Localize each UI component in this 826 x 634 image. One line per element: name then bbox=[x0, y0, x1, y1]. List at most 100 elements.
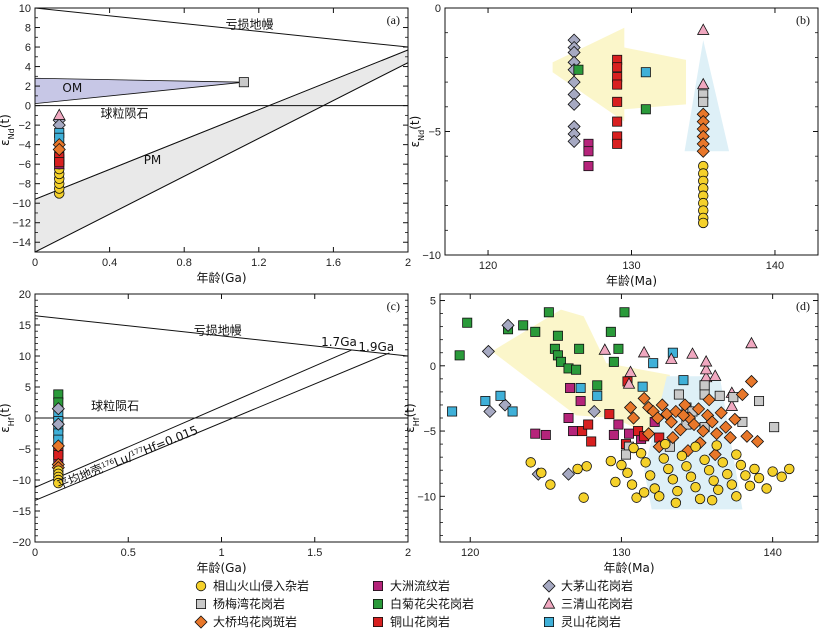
data-point-sanqingshan bbox=[686, 347, 699, 359]
y-tick-label: −2 bbox=[18, 120, 31, 132]
legend-marker-dazhou bbox=[372, 581, 383, 592]
data-point-baiju bbox=[573, 64, 584, 75]
y-tick-label: 0 bbox=[435, 3, 441, 15]
y-tick-label: −5 bbox=[18, 444, 31, 456]
data-point-lingshan bbox=[507, 406, 518, 417]
data-point-xiangshan bbox=[667, 474, 679, 485]
y-tick-label: 20 bbox=[19, 289, 31, 301]
data-point-xiangshan bbox=[663, 463, 674, 475]
data-point-xiangshan bbox=[698, 217, 709, 229]
data-point-daqiaowu bbox=[696, 144, 710, 158]
data-point-baiju bbox=[640, 104, 651, 115]
data-point-baiju bbox=[613, 343, 624, 354]
data-point-sanqingshan bbox=[708, 369, 722, 381]
data-point-daqiaowu bbox=[637, 391, 651, 405]
data-point-lingshan bbox=[480, 396, 491, 407]
y-tick-label: 0 bbox=[25, 101, 31, 113]
data-point-xiangshan bbox=[694, 493, 706, 505]
data-point-daqiaowu bbox=[651, 411, 665, 425]
data-point-xiangshan bbox=[631, 492, 642, 503]
y-axis-label-sub: Hf bbox=[412, 417, 421, 426]
data-point-lingshan bbox=[592, 390, 603, 401]
data-point-damaoshan bbox=[481, 344, 495, 358]
data-point-daqiaowu bbox=[714, 406, 728, 420]
y-axis-label-tail: (t) bbox=[408, 116, 422, 130]
data-point-xiangshan bbox=[776, 471, 787, 482]
data-point-xiangshan bbox=[660, 438, 671, 450]
data-point-daqiaowu bbox=[723, 431, 737, 445]
evolution-line-crust_1_9 bbox=[35, 352, 390, 501]
y-tick-label: 5 bbox=[25, 382, 31, 394]
data-point-sanqingshan bbox=[699, 355, 713, 367]
data-point-xiangshan bbox=[708, 475, 719, 486]
data-point-baiju bbox=[555, 356, 566, 367]
data-point-baiju bbox=[608, 356, 619, 367]
data-point-daqiaowu bbox=[666, 431, 680, 445]
y-tick-label: −5 bbox=[423, 426, 436, 438]
annotation-text: OM bbox=[62, 81, 82, 95]
legend-marker-xiangshan bbox=[195, 580, 207, 592]
legend-label: 大洲流纹岩 bbox=[390, 578, 450, 593]
data-point-daqiaowu bbox=[728, 412, 742, 426]
data-point-xiangshan bbox=[578, 492, 589, 503]
data-point-xiangshan bbox=[670, 497, 682, 509]
annotation-text: 1.9Ga bbox=[358, 340, 394, 354]
x-axis-label: 年龄(Ga) bbox=[196, 561, 246, 575]
annotation-text: 球粒陨石 bbox=[101, 105, 149, 120]
data-point-damaoshan bbox=[483, 404, 497, 419]
data-point-xiangshan bbox=[626, 479, 638, 490]
data-point-dazhou bbox=[563, 412, 574, 423]
data-point-tongshan bbox=[604, 409, 615, 420]
y-axis-label: εNd(t) bbox=[408, 116, 426, 148]
data-point-lingshan bbox=[575, 382, 586, 393]
data-point-xiangshan bbox=[545, 479, 556, 490]
legend-label: 铜山花岗岩 bbox=[390, 614, 450, 629]
data-point-yangmeiwan bbox=[699, 380, 710, 391]
data-point-xiangshan bbox=[681, 461, 692, 472]
data-point-baiju bbox=[543, 307, 554, 318]
data-point-xiangshan bbox=[711, 440, 722, 451]
data-point-yangmeiwan bbox=[728, 392, 739, 403]
data-point-xiangshan bbox=[749, 463, 760, 475]
legend-label: 大茅山花岗岩 bbox=[561, 578, 633, 593]
y-tick-label: −8 bbox=[18, 179, 31, 191]
data-point-lingshan bbox=[678, 375, 689, 386]
y-tick-label: 6 bbox=[25, 42, 31, 54]
legend-marker-lingshan bbox=[544, 617, 555, 628]
data-point-xiangshan bbox=[610, 476, 621, 488]
legend-label: 白菊花尖花岗岩 bbox=[390, 596, 474, 611]
data-point-xiangshan bbox=[690, 481, 701, 493]
data-point-baiju bbox=[552, 330, 563, 341]
panel-label: (c) bbox=[387, 299, 400, 313]
data-point-xiangshan bbox=[740, 470, 751, 481]
data-point-daqiaowu bbox=[740, 429, 754, 443]
data-point-xiangshan bbox=[658, 453, 669, 464]
legend-label: 相山火山侵入杂岩 bbox=[213, 578, 309, 593]
data-point-dazhou bbox=[608, 429, 619, 440]
data-point-daqiaowu bbox=[626, 411, 641, 425]
data-point-xiangshan bbox=[525, 457, 536, 468]
data-point-baiju bbox=[454, 350, 465, 361]
data-point-xiangshan bbox=[753, 472, 765, 484]
data-point-sanqingshan bbox=[624, 365, 637, 377]
x-tick-label: 140 bbox=[766, 260, 784, 272]
y-tick-label: 10 bbox=[19, 3, 31, 15]
y-axis-label-main: ε bbox=[0, 426, 12, 433]
data-point-daqiaowu bbox=[655, 398, 669, 412]
y-tick-label: 4 bbox=[25, 62, 31, 74]
data-point-xiangshan bbox=[685, 471, 697, 482]
data-point-xiangshan bbox=[581, 461, 592, 472]
data-point-xiangshan bbox=[706, 495, 718, 506]
data-point-damaoshan bbox=[51, 402, 65, 416]
x-tick-label: 0.4 bbox=[102, 257, 117, 269]
plot-area bbox=[552, 23, 730, 229]
x-tick-label: 0 bbox=[32, 257, 38, 269]
data-point-daqiaowu bbox=[676, 408, 690, 422]
data-point-tongshan bbox=[586, 436, 597, 447]
annotation-text: 球粒陨石 bbox=[91, 398, 139, 413]
shaded-region bbox=[485, 309, 670, 445]
data-point-xiangshan bbox=[784, 463, 795, 475]
data-point-sanqingshan bbox=[725, 399, 739, 411]
data-point-tongshan bbox=[577, 426, 588, 437]
x-axis-label: 年龄(Ma) bbox=[606, 274, 657, 288]
